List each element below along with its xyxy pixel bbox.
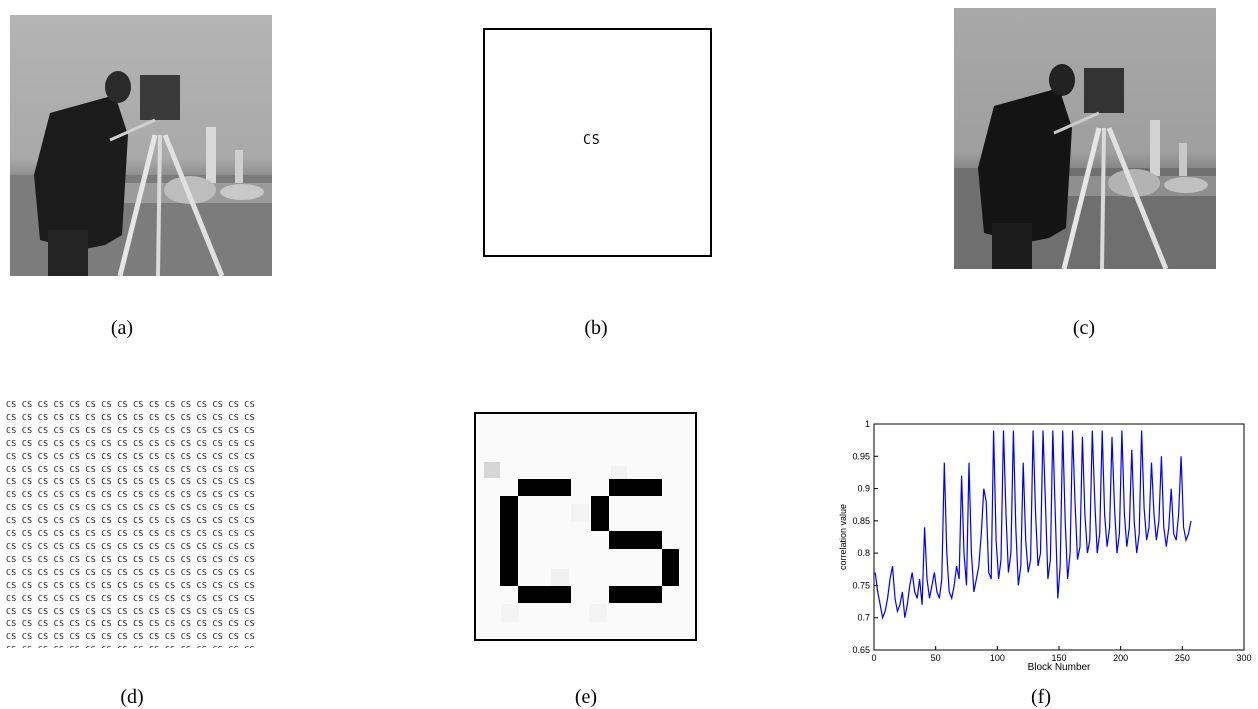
tile-row: CS CS CS CS CS CS CS CS CS CS CS CS CS C… bbox=[6, 411, 255, 422]
y-tick-label: 0.9 bbox=[857, 484, 870, 494]
caption-e: (e) bbox=[574, 686, 598, 708]
y-tick-label: 1 bbox=[865, 419, 870, 429]
tile-row: CS CS CS CS CS CS CS CS CS CS CS CS CS C… bbox=[6, 515, 255, 526]
tile-row: CS CS CS CS CS CS CS CS CS CS CS CS CS C… bbox=[6, 579, 255, 590]
y-tick-label: 0.8 bbox=[857, 548, 870, 558]
watermark-text: CS bbox=[583, 133, 601, 148]
tile-row: CS CS CS CS CS CS CS CS CS CS CS CS CS C… bbox=[6, 424, 255, 435]
x-tick-label: 0 bbox=[871, 653, 876, 663]
tile-row: CS CS CS CS CS CS CS CS CS CS CS CS CS C… bbox=[6, 540, 255, 551]
tile-row: CS CS CS CS CS CS CS CS CS CS CS CS CS C… bbox=[6, 592, 255, 603]
tile-row: CS CS CS CS CS CS CS CS CS CS CS CS CS C… bbox=[6, 566, 255, 577]
tile-row: CS CS CS CS CS CS CS CS CS CS CS CS CS C… bbox=[6, 643, 256, 648]
x-tick-label: 100 bbox=[990, 653, 1005, 663]
x-axis-label: Block Number bbox=[1028, 662, 1091, 673]
y-tick-label: 0.75 bbox=[852, 580, 870, 590]
caption-a: (a) bbox=[110, 317, 134, 339]
caption-b: (b) bbox=[584, 317, 608, 339]
caption-c: (c) bbox=[1072, 317, 1096, 339]
correlation-chart: 0 50 100 150 200 250 300 0.65 0.7 0.75 0.8 0.85 0.9 0… bbox=[818, 400, 1258, 680]
watermark-image: CS bbox=[483, 28, 712, 257]
tiled-watermark-image: CS CS CS CS CS CS CS CS CS CS CS CS CS C… bbox=[6, 398, 256, 648]
tile-row: CS CS CS CS CS CS CS CS CS CS CS CS CS C… bbox=[6, 605, 255, 616]
tile-row: CS CS CS CS CS CS CS CS CS CS CS CS CS C… bbox=[6, 399, 255, 409]
caption-f: (f) bbox=[1031, 686, 1051, 708]
tile-row: CS CS CS CS CS CS CS CS CS CS CS CS CS C… bbox=[6, 502, 255, 513]
tile-row: CS CS CS CS CS CS CS CS CS CS CS CS CS C… bbox=[6, 528, 255, 539]
caption-d: (d) bbox=[120, 686, 144, 708]
cameraman-original-image bbox=[10, 15, 272, 276]
extracted-watermark-image bbox=[474, 412, 697, 641]
plot-frame bbox=[873, 423, 1245, 651]
y-tick-label: 0.7 bbox=[857, 613, 870, 623]
x-tick-label: 300 bbox=[1236, 653, 1251, 663]
tile-row: CS CS CS CS CS CS CS CS CS CS CS CS CS C… bbox=[6, 476, 255, 487]
tile-row: CS CS CS CS CS CS CS CS CS CS CS CS CS C… bbox=[6, 437, 255, 448]
x-tick-label: 150 bbox=[1051, 653, 1066, 663]
y-tick-label: 0.95 bbox=[852, 451, 870, 461]
x-tick-label: 250 bbox=[1175, 653, 1190, 663]
tile-row: CS CS CS CS CS CS CS CS CS CS CS CS CS C… bbox=[6, 631, 255, 642]
cameraman-watermarked-image bbox=[954, 8, 1216, 269]
extracted-watermark-pixels bbox=[476, 414, 695, 639]
correlation-series-line bbox=[874, 430, 1192, 620]
y-axis-label: correlation value bbox=[838, 504, 848, 570]
x-tick-label: 200 bbox=[1113, 653, 1128, 663]
y-tick-label: 0.65 bbox=[852, 645, 870, 655]
y-tick-label: 0.85 bbox=[852, 516, 870, 526]
x-tick-label: 50 bbox=[931, 653, 941, 663]
tile-row: CS CS CS CS CS CS CS CS CS CS CS CS CS C… bbox=[6, 489, 255, 500]
tile-row: CS CS CS CS CS CS CS CS CS CS CS CS CS C… bbox=[6, 450, 255, 461]
tile-row: CS CS CS CS CS CS CS CS CS CS CS CS CS C… bbox=[6, 618, 255, 629]
tile-row: CS CS CS CS CS CS CS CS CS CS CS CS CS C… bbox=[6, 463, 255, 474]
correlation-chart-svg: 0 50 100 150 200 250 300 0.65 0.7 0.75 0.8 0.85 0.9 0… bbox=[838, 419, 1252, 673]
tile-row: CS CS CS CS CS CS CS CS CS CS CS CS CS C… bbox=[6, 553, 255, 564]
